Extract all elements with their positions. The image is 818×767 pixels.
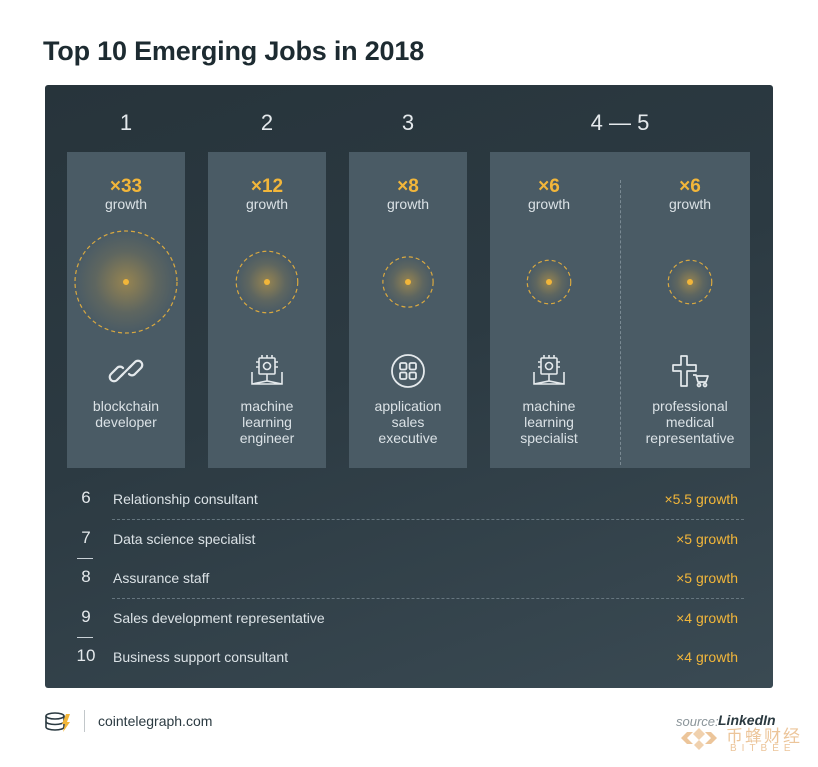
- growth-center-dot: [264, 279, 270, 285]
- list-item: 8 Assurance staff ×5 growth: [72, 559, 744, 599]
- growth-center-dot: [123, 279, 129, 285]
- watermark-cn: 币蜂财经: [726, 727, 802, 746]
- page-title: Top 10 Emerging Jobs in 2018: [43, 36, 425, 66]
- watermark-en: BITBEE: [730, 743, 796, 754]
- job-title-line: developer: [95, 414, 157, 430]
- footer-site: cointelegraph.com: [98, 713, 213, 729]
- chip-book-icon: [251, 355, 283, 385]
- job-title: machine learning specialist: [494, 398, 604, 446]
- row-growth: ×5 growth: [676, 570, 738, 586]
- job-title-line: machine: [522, 398, 576, 414]
- source-prefix: source:: [676, 714, 719, 729]
- growth-circle-ring: [526, 259, 572, 305]
- card-divider: [620, 180, 621, 465]
- chain-link-icon: [108, 359, 144, 383]
- footer-divider: [84, 710, 85, 732]
- growth-circle: [667, 259, 713, 305]
- growth-circle-ring: [667, 259, 713, 305]
- row-rank: 6: [81, 488, 91, 507]
- app-grid-icon: [391, 354, 425, 388]
- growth-circle-ring: [74, 230, 178, 334]
- job-card-3: [349, 152, 467, 468]
- growth-label: growth: [527, 196, 571, 212]
- bitbee-logo-icon: [681, 728, 717, 750]
- growth-multiplier: ×33: [109, 176, 143, 197]
- row-job: Sales development representative: [113, 610, 325, 626]
- growth-label: growth: [104, 196, 148, 212]
- job-title-line: machine: [240, 398, 294, 414]
- job-title-line: professional: [652, 398, 728, 414]
- rank-header-4-5: 4 — 5: [590, 110, 650, 135]
- row-growth: ×5 growth: [676, 531, 738, 547]
- source-name: LinkedIn: [718, 712, 776, 728]
- row-job: Relationship consultant: [113, 491, 258, 507]
- top-job-1: ×33 growth blockchain developer: [67, 152, 185, 468]
- job-title: application sales executive: [353, 398, 463, 446]
- job-title-line: representative: [645, 430, 735, 446]
- growth-circle-ring: [235, 250, 299, 314]
- growth-center-dot: [546, 279, 552, 285]
- list-item: 7 Data science specialist ×5 growth: [72, 520, 744, 560]
- top-job-5: ×6 growth professional medical represent…: [631, 152, 749, 468]
- growth-center-dot: [687, 279, 693, 285]
- row-job: Business support consultant: [113, 649, 289, 665]
- growth-label: growth: [245, 196, 289, 212]
- growth-multiplier: ×6: [538, 176, 560, 197]
- top-job-4: ×6 growth machine learning specialist: [490, 152, 608, 468]
- growth-center-dot: [405, 279, 411, 285]
- rank-underline: [77, 637, 93, 638]
- job-title: professional medical representative: [635, 398, 745, 446]
- row-growth: ×4 growth: [676, 610, 738, 626]
- growth-circle: [74, 230, 178, 334]
- top-job-3: ×8 growth application sales executive: [349, 152, 467, 468]
- growth-label: growth: [386, 196, 430, 212]
- list-item: 9 Sales development representative ×4 gr…: [72, 599, 744, 639]
- job-title-line: learning: [242, 414, 292, 430]
- row-rank: 7: [81, 528, 91, 547]
- growth-multiplier: ×8: [397, 176, 419, 197]
- growth-multiplier: ×6: [679, 176, 701, 197]
- chip-book-icon: [533, 355, 565, 385]
- job-title-line: sales: [391, 414, 425, 430]
- medical-cart-icon: [672, 355, 709, 388]
- row-rank: 10: [76, 646, 96, 665]
- growth-label: growth: [668, 196, 712, 212]
- row-rank: 8: [81, 567, 91, 586]
- rank-header-2: 2: [260, 110, 274, 135]
- rank-header-3: 3: [401, 110, 415, 135]
- job-title-line: blockchain: [92, 398, 160, 414]
- job-title-line: specialist: [520, 430, 578, 446]
- growth-circle: [526, 259, 572, 305]
- row-job: Data science specialist: [113, 531, 256, 547]
- row-divider: [112, 598, 744, 599]
- row-growth: ×4 growth: [676, 649, 738, 665]
- cointelegraph-logo-icon: [45, 712, 70, 732]
- rank-underline: [77, 558, 93, 559]
- growth-circle: [382, 256, 434, 308]
- job-title-line: application: [374, 398, 442, 414]
- list-item: 6 Relationship consultant ×5.5 growth: [72, 480, 744, 520]
- list-item: 10 Business support consultant ×4 growth: [72, 638, 744, 678]
- job-title-line: medical: [665, 414, 715, 430]
- growth-multiplier: ×12: [250, 176, 284, 197]
- job-title: machine learning engineer: [212, 398, 322, 446]
- job-title-line: executive: [378, 430, 438, 446]
- job-title: blockchain developer: [71, 398, 181, 430]
- growth-circle-ring: [382, 256, 434, 308]
- job-title-line: engineer: [239, 430, 295, 446]
- growth-circle: [235, 250, 299, 314]
- row-job: Assurance staff: [113, 570, 210, 586]
- row-rank: 9: [81, 607, 91, 626]
- row-divider: [112, 519, 744, 520]
- top-job-2: ×12 growth machine learning engineer: [208, 152, 326, 468]
- row-growth: ×5.5 growth: [664, 491, 738, 507]
- rank-header-1: 1: [119, 110, 133, 135]
- job-title-line: learning: [524, 414, 574, 430]
